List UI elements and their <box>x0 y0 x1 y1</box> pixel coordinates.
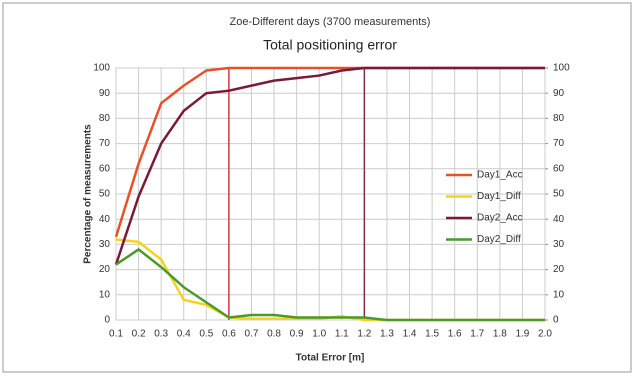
y-tick-label: 70 <box>99 138 111 149</box>
x-tick-label: 1.9 <box>515 329 529 340</box>
y2-tick-label: 20 <box>553 264 565 275</box>
y-tick-label: 30 <box>99 239 111 250</box>
y-tick-label: 0 <box>104 315 110 326</box>
x-tick-label: 1.5 <box>425 329 439 340</box>
x-tick-label: 0.6 <box>222 329 236 340</box>
x-tick-label: 1.4 <box>403 329 417 340</box>
x-tick-label: 1.1 <box>335 329 349 340</box>
series-line <box>114 66 545 265</box>
chart-subtitle: Total positioning error <box>263 37 397 53</box>
x-tick-label: 0.4 <box>177 329 191 340</box>
x-tick-label: 1.0 <box>312 329 326 340</box>
y2-tick-label: 100 <box>553 63 570 74</box>
chart-title: Zoe-Different days (3700 measurements) <box>230 16 431 28</box>
x-tick-label: 0.1 <box>109 329 123 340</box>
x-tick-label: 0.5 <box>199 329 213 340</box>
x-tick-label: 0.7 <box>245 329 259 340</box>
legend-label: Day1_Diff <box>477 191 521 202</box>
y2-tick-label: 90 <box>553 88 565 99</box>
y2-tick-label: 50 <box>553 189 565 200</box>
x-axis-label: Total Error [m] <box>296 353 365 364</box>
x-tick-label: 0.3 <box>154 329 168 340</box>
y-tick-label: 90 <box>99 88 111 99</box>
x-tick-label: 0.8 <box>267 329 281 340</box>
x-tick-label: 1.7 <box>470 329 484 340</box>
x-tick-label: 1.8 <box>493 329 507 340</box>
legend-label: Day2_Diff <box>477 234 521 245</box>
series-line <box>115 248 545 322</box>
legend-label: Day2_Acc <box>477 213 523 224</box>
y-tick-label: 60 <box>99 163 111 174</box>
y2-tick-label: 80 <box>553 113 565 124</box>
x-tick-label: 1.2 <box>357 329 371 340</box>
y-tick-label: 40 <box>99 214 111 225</box>
x-tick-label: 0.2 <box>132 329 146 340</box>
y-tick-label: 80 <box>99 113 111 124</box>
y2-tick-label: 30 <box>553 239 565 250</box>
x-tick-label: 0.9 <box>290 329 304 340</box>
legend-label: Day1_Acc <box>477 170 523 181</box>
y2-tick-label: 0 <box>553 315 559 326</box>
y2-tick-label: 10 <box>553 289 565 300</box>
y-tick-label: 10 <box>99 289 111 300</box>
y-tick-label: 100 <box>93 63 110 74</box>
x-tick-label: 2.0 <box>538 329 552 340</box>
x-tick-label: 1.3 <box>380 329 394 340</box>
y2-tick-label: 60 <box>553 163 565 174</box>
y2-tick-label: 70 <box>553 138 565 149</box>
y-axis-label: Percentage of measurements <box>83 124 94 264</box>
y2-tick-label: 40 <box>553 214 565 225</box>
y-tick-label: 50 <box>99 189 111 200</box>
y-tick-label: 20 <box>99 264 111 275</box>
x-tick-label: 1.6 <box>448 329 462 340</box>
